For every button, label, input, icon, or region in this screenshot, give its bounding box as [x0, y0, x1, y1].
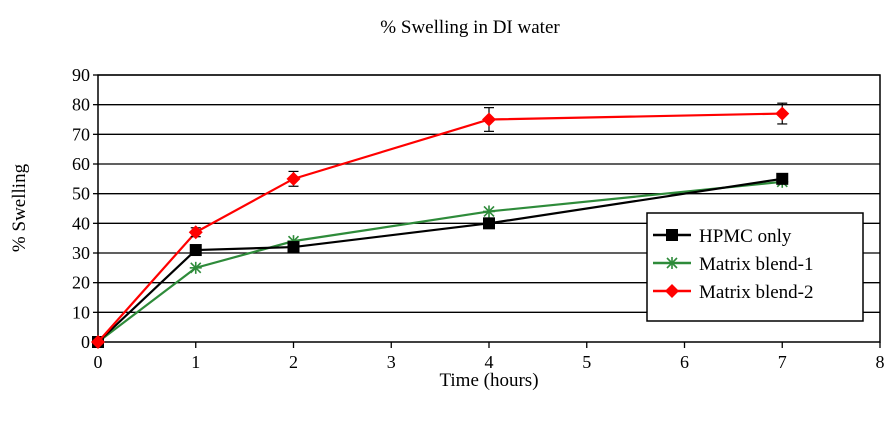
- legend-item: Matrix blend-1: [653, 254, 814, 275]
- x-tick-label: 1: [191, 352, 200, 372]
- x-axis-label: Time (hours): [439, 370, 538, 391]
- data-point: [286, 171, 301, 186]
- legend-marker: [666, 257, 678, 269]
- x-tick-label: 5: [582, 352, 591, 372]
- legend-label: Matrix blend-2: [699, 282, 814, 303]
- series-matrix-blend-2: [91, 102, 790, 349]
- legend-marker: [665, 284, 679, 298]
- y-tick-label: 40: [72, 213, 90, 233]
- data-point: [287, 241, 300, 254]
- x-tick-label: 0: [94, 352, 103, 372]
- y-tick-label: 50: [72, 184, 90, 204]
- chart-title: % Swelling in DI water: [380, 17, 560, 38]
- y-tick-label: 10: [72, 302, 90, 322]
- legend-item: HPMC only: [653, 226, 792, 247]
- x-tick-label: 8: [876, 352, 885, 372]
- data-point: [189, 261, 202, 274]
- data-point: [483, 205, 495, 218]
- y-tick-label: 80: [72, 95, 90, 115]
- data-point: [482, 112, 496, 127]
- data-point: [483, 217, 495, 230]
- y-tick-label: 70: [72, 124, 90, 144]
- y-tick-label: 20: [72, 273, 90, 293]
- legend-label: HPMC only: [699, 226, 792, 247]
- legend-marker: [666, 229, 678, 241]
- legend: HPMC only Matrix blend-1 Matrix blend-2: [646, 212, 864, 322]
- y-tick-label: 90: [72, 65, 90, 85]
- x-tick-label: 4: [485, 352, 494, 372]
- legend-label: Matrix blend-1: [699, 254, 814, 275]
- legend-item: Matrix blend-2: [653, 282, 814, 303]
- y-tick-label: 0: [81, 332, 90, 352]
- data-point: [776, 172, 789, 185]
- x-tick-label: 6: [680, 352, 689, 372]
- legend-box: [646, 212, 864, 322]
- x-axis: 0 1 2 3 4 5 6 7 8: [94, 342, 885, 372]
- x-tick-label: 2: [289, 352, 298, 372]
- y-tick-label: 30: [72, 243, 90, 263]
- x-tick-label: 7: [778, 352, 787, 372]
- series-layer: [91, 102, 790, 349]
- y-axis: 0 10 20 30 40 50 60 70 80 90: [72, 65, 98, 352]
- data-point: [188, 225, 203, 240]
- y-tick-label: 60: [72, 154, 90, 174]
- data-point: [775, 106, 790, 121]
- data-point: [189, 244, 202, 257]
- data-point: [91, 335, 105, 349]
- x-tick-label: 3: [387, 352, 396, 372]
- y-axis-label: % Swelling: [9, 163, 30, 252]
